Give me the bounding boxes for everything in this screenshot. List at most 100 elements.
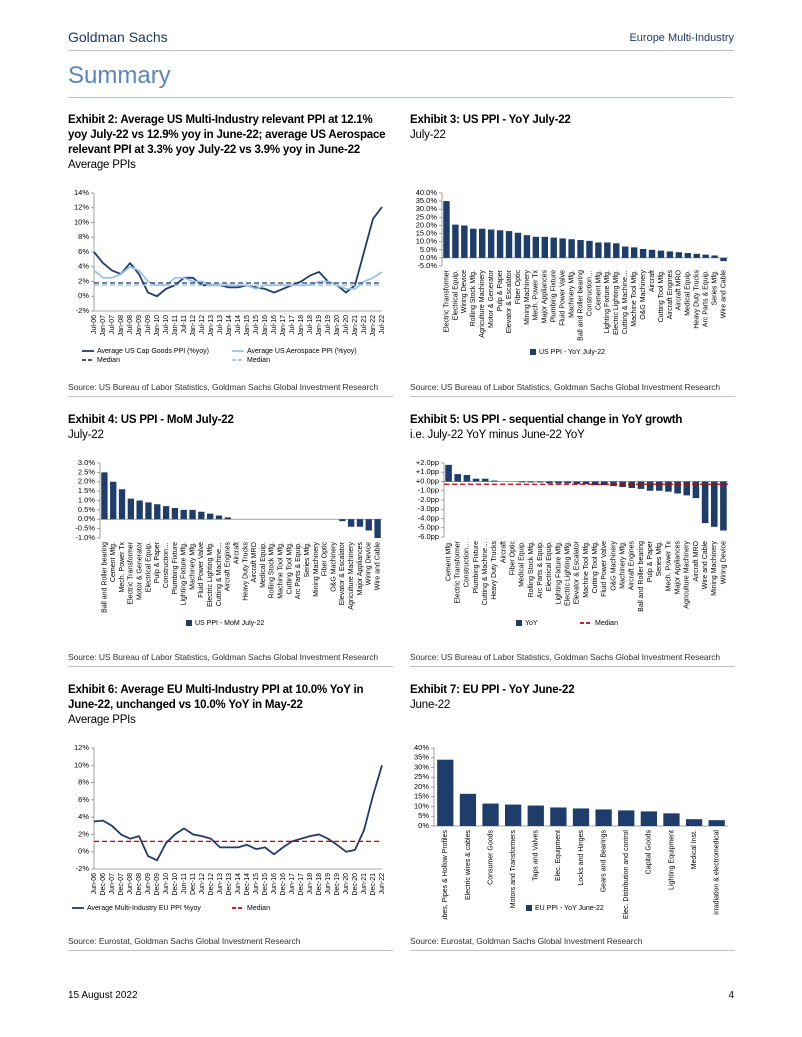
bar: [564, 481, 571, 484]
exhibit-header: Exhibit 6: Average EU Multi-Industry PPI…: [68, 683, 393, 728]
x-tick-label: Wiring Device: [461, 270, 468, 313]
x-tick-label: Jan-08: [118, 315, 125, 337]
x-tick-label: Electric Transformer: [455, 540, 462, 603]
x-tick-label: Wiring Device: [366, 542, 373, 585]
legend-item: Median: [232, 357, 270, 364]
bar: [347, 519, 355, 527]
x-tick-label: Jan-10: [154, 315, 161, 337]
bar: [640, 811, 657, 826]
x-tick-label: Ball and Roller bearing: [638, 541, 645, 612]
x-tick-label: Jul-10: [163, 315, 170, 334]
bar: [622, 246, 629, 258]
x-tick-label: Fluid Power Valve: [601, 541, 608, 597]
exhibit-source: Source: US Bureau of Labor Statistics, G…: [68, 382, 379, 392]
x-tick-label: Jun-09: [145, 873, 152, 895]
y-tick-label: 0.0%: [78, 514, 95, 523]
bar: [720, 257, 727, 262]
x-tick-label: Aircraft MRO: [676, 269, 683, 310]
x-tick-label: Lighting Equipment: [668, 830, 675, 890]
y-tick-label: -2%: [76, 306, 90, 315]
bar: [637, 481, 645, 489]
y-tick-label: 8%: [78, 232, 89, 241]
x-tick-label: Cement Mfg.: [595, 270, 602, 310]
x-tick-label: Jun-12: [199, 873, 206, 895]
exhibit-source: Source: US Bureau of Labor Statistics, G…: [68, 652, 379, 662]
exhibit-rule: [68, 666, 393, 667]
y-tick-label: 10.0%: [416, 237, 438, 246]
x-tick-label: Jun-14: [235, 873, 242, 895]
bar: [472, 478, 480, 482]
y-tick-label: 12%: [74, 743, 89, 752]
x-tick-label: Jul-22: [379, 315, 386, 334]
x-tick-label: Cutting & Machine…: [216, 542, 223, 606]
x-tick-label: Jun-10: [163, 873, 170, 895]
x-tick-label: Arc Parts & Equip.: [537, 541, 544, 598]
chart: -6.0pp-5.0pp-4.0pp-3.0pp-2.0pp-1.0pp+0.0…: [416, 458, 728, 627]
bar: [708, 820, 725, 826]
y-tick-label: -0.5%: [75, 524, 95, 533]
legend-label: Average Multi-Industry EU PPI %yoy: [87, 905, 201, 912]
y-tick-label: 10%: [74, 217, 89, 226]
exhibit-rule: [410, 950, 735, 951]
bar: [162, 506, 170, 520]
bar: [573, 481, 581, 485]
x-tick-label: Fiber Optic: [515, 270, 522, 305]
x-tick-label: Cutting Tool Mfg.: [286, 542, 293, 594]
x-tick-label: Ball and Roller bearing: [577, 270, 584, 341]
x-tick-label: Jan-21: [352, 315, 359, 337]
x-tick-label: Mech. Power Tx: [533, 270, 540, 321]
x-tick-label: Jan-18: [298, 315, 305, 337]
legend-label: Average US Cap Goods PPI (%yoy): [97, 348, 209, 355]
y-tick-label: 4%: [78, 262, 89, 271]
y-tick-label: -6.0pp: [418, 532, 439, 541]
x-tick-label: Mining Machinery: [711, 541, 718, 596]
x-tick-label: Medical Equip.: [519, 541, 526, 587]
legend-label: Median: [595, 620, 618, 627]
y-tick-label: 5%: [418, 811, 429, 820]
x-tick-label: Aircraft MRO: [693, 540, 700, 581]
x-tick-label: Medical Equip.: [260, 542, 267, 588]
x-tick-label: Lighting Fixture Mfg.: [181, 542, 188, 605]
chart: -2% 0% 2% 4% 6% 8% 10% 12% 14% Jul-06 Jan-07 Jul-07…: [74, 188, 386, 364]
x-tick-label: Plumbing Fixture: [473, 541, 480, 594]
x-tick-label: Rolling Stock Mfg.: [470, 270, 477, 326]
bar: [639, 248, 647, 258]
y-tick-label: 14%: [74, 188, 89, 197]
bar: [463, 475, 471, 482]
y-tick-label: 5.0%: [420, 245, 437, 254]
x-tick-label: Jul-15: [253, 315, 260, 334]
exhibit-subtitle: July-22: [68, 429, 104, 441]
x-tick-label: Capital Goods: [646, 830, 653, 875]
bar: [702, 254, 709, 258]
bar: [601, 481, 608, 486]
y-tick-label: -1.0pp: [418, 486, 439, 495]
bar: [452, 224, 459, 258]
y-tick-label: 4%: [78, 812, 89, 821]
x-tick-label: Arc Parts & Equip.: [295, 542, 302, 599]
x-tick-label: Series Mfg.: [656, 541, 663, 576]
bar: [666, 251, 674, 258]
x-tick-label: Elec. Equipment: [555, 830, 562, 881]
bar: [536, 481, 544, 483]
x-tick-label: Aircraft Engines: [225, 542, 232, 592]
x-tick-label: Electric Lighting Mfg.: [613, 270, 620, 335]
exhibit-title: Exhibit 4: US PPI - MoM July-22: [68, 414, 234, 426]
exhibit-title: Exhibit 6: Average EU Multi-Industry PPI…: [68, 684, 364, 711]
x-tick-label: Irradiation & electromedical: [714, 830, 721, 915]
y-tick-label: 0.0%: [420, 253, 437, 262]
footer-date: 15 August 2022: [68, 990, 138, 1001]
x-tick-label: Fluid Power Valve: [560, 270, 567, 326]
exhibit-header: Exhibit 7: EU PPI - YoY June-22 June-22: [410, 683, 735, 713]
x-tick-label: Aircraft Engines: [629, 541, 636, 591]
legend-item: US PPI - YoY July-22: [530, 349, 605, 356]
x-tick-label: Taps and Valves: [533, 830, 540, 881]
x-tick-label: Jul-16: [271, 315, 278, 334]
legend-item: Median: [580, 620, 618, 627]
x-tick-label: Fluid Power Valve: [198, 542, 205, 598]
x-tick-label: Jun-20: [343, 873, 350, 895]
header-section: Europe Multi-Industry: [629, 32, 734, 44]
x-tick-label: Machinery Mfg.: [619, 541, 626, 589]
x-tick-label: Jul-13: [217, 315, 224, 334]
x-tick-label: Dec-19: [334, 873, 341, 896]
